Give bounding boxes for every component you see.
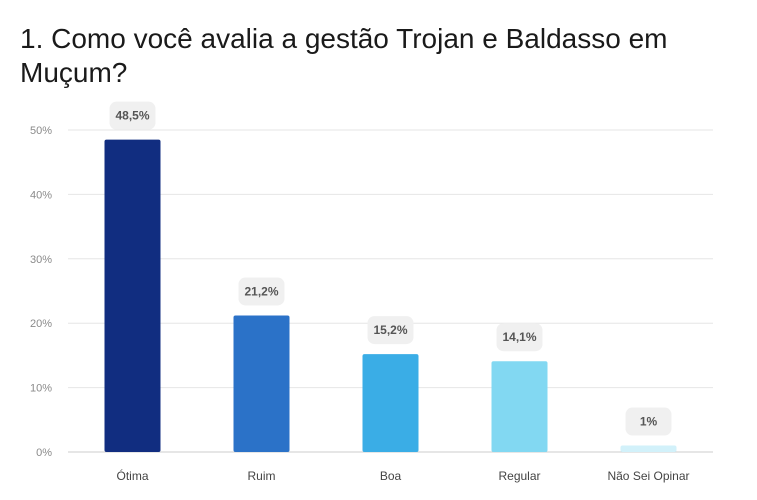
data-label-background [109,101,156,130]
y-tick-label: 30% [30,254,52,266]
data-labels: 48,5% 21,2% 15,2% 14,1% 1% [109,101,672,436]
data-label-background [625,407,672,436]
x-tick-label: Regular [498,469,540,483]
y-tick-label: 50% [30,125,52,137]
bar [620,445,677,452]
bar [362,354,419,452]
data-label: 14,1% [502,330,536,344]
x-tick-label: Ruim [247,469,275,483]
bars [104,139,677,452]
data-label-background [238,277,285,306]
bar [233,315,290,452]
y-tick-label: 40% [30,189,52,201]
y-axis: 0% 10% 20% 30% 40% 50% [30,125,52,459]
y-tick-label: 20% [30,318,52,330]
data-label: 15,2% [373,323,407,337]
bar [104,139,161,452]
data-label: 1% [640,415,658,429]
y-tick-label: 0% [36,447,52,459]
data-label: 21,2% [244,284,278,298]
x-axis: Ótima Ruim Boa Regular Não Sei Opinar [116,468,689,483]
bar [491,361,548,452]
data-label-background [496,323,543,352]
x-tick-label: Boa [380,469,402,483]
chart-title: 1. Como você avalia a gestão Trojan e Ba… [20,23,668,88]
y-tick-label: 10% [30,383,52,395]
data-label: 48,5% [115,109,149,123]
data-label-background [367,316,414,345]
x-tick-label: Ótima [116,468,148,483]
x-tick-label: Não Sei Opinar [607,469,689,483]
